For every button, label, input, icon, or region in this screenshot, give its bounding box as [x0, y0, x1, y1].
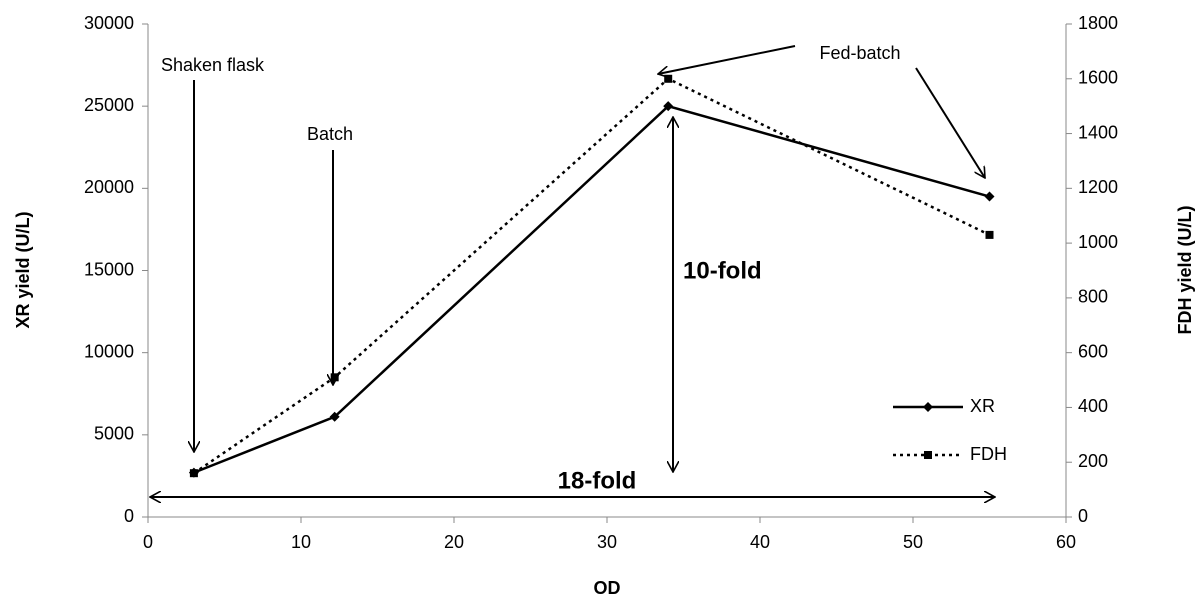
- y-tick-label: 10000: [84, 341, 134, 361]
- y2-axis-title: FDH yield (U/L): [1175, 205, 1195, 334]
- annotation: Batch: [307, 124, 353, 144]
- data-point: [984, 191, 995, 202]
- y2-tick-label: 600: [1078, 341, 1108, 361]
- x-tick-label: 50: [903, 532, 923, 552]
- data-point: [663, 101, 674, 112]
- annotation: 10-fold: [683, 257, 762, 284]
- x-tick-label: 40: [750, 532, 770, 552]
- annotation-arrow: [915, 67, 985, 178]
- y-tick-label: 20000: [84, 177, 134, 197]
- y2-tick-label: 1400: [1078, 122, 1118, 142]
- x-tick-label: 20: [444, 532, 464, 552]
- data-point: [330, 373, 339, 382]
- legend-label: XR: [970, 396, 995, 416]
- y2-tick-label: 200: [1078, 451, 1108, 471]
- series-line: [193, 77, 991, 475]
- legend-marker: [923, 402, 933, 412]
- x-tick-label: 30: [597, 532, 617, 552]
- y2-tick-label: 1000: [1078, 232, 1118, 252]
- data-point: [189, 469, 198, 478]
- y-tick-label: 30000: [84, 13, 134, 33]
- annotation: Shaken flask: [161, 55, 265, 75]
- data-point: [664, 74, 673, 83]
- y-axis-title: XR yield (U/L): [13, 211, 33, 328]
- series-line: [193, 104, 990, 474]
- data-point: [985, 230, 994, 239]
- y2-tick-label: 1200: [1078, 177, 1118, 197]
- y-tick-label: 0: [124, 506, 134, 526]
- data-point: [329, 411, 340, 422]
- annotation: 18-fold: [558, 467, 637, 494]
- annotation-arrow: [658, 45, 796, 74]
- y2-tick-label: 1600: [1078, 68, 1118, 88]
- y2-tick-label: 0: [1078, 506, 1088, 526]
- x-tick-label: 10: [291, 532, 311, 552]
- y-tick-label: 5000: [94, 424, 134, 444]
- annotation: Fed-batch: [819, 43, 900, 63]
- x-axis-title: OD: [594, 578, 621, 598]
- legend-marker: [924, 451, 932, 459]
- y2-tick-label: 800: [1078, 287, 1108, 307]
- legend-label: FDH: [970, 444, 1007, 464]
- x-tick-label: 60: [1056, 532, 1076, 552]
- y2-tick-label: 1800: [1078, 13, 1118, 33]
- y-tick-label: 25000: [84, 95, 134, 115]
- y2-tick-label: 400: [1078, 396, 1108, 416]
- y-tick-label: 15000: [84, 259, 134, 279]
- x-tick-label: 0: [143, 532, 153, 552]
